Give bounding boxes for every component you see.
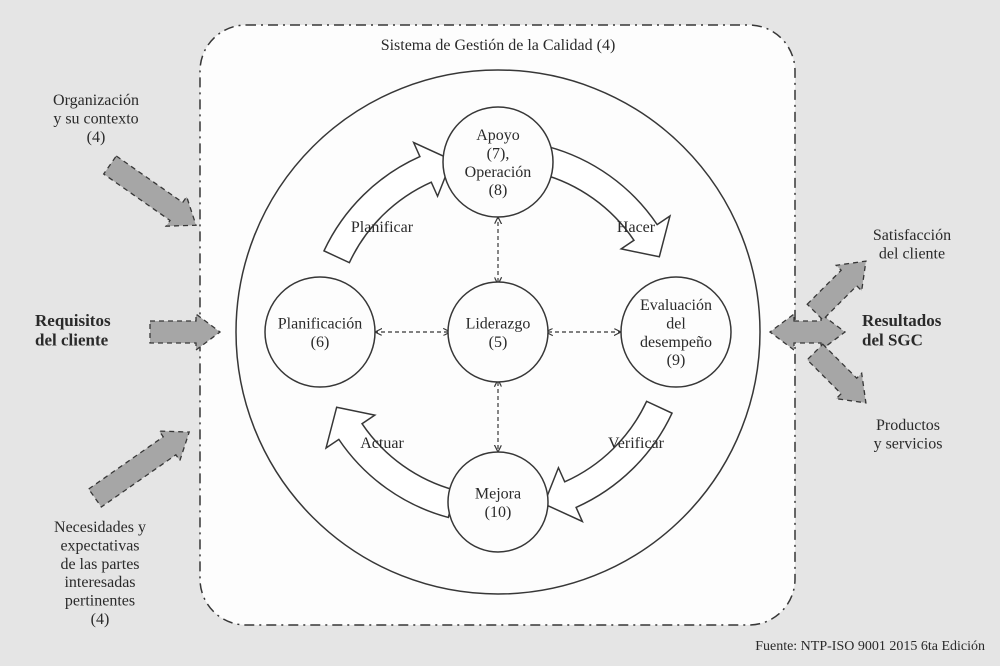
arrow-out-prod: [802, 339, 878, 415]
label-res: Resultadosdel SGC: [862, 311, 942, 350]
label-do: Hacer: [617, 219, 656, 236]
label-req: Requisitosdel cliente: [35, 311, 111, 350]
label-sat: Satisfaccióndel cliente: [873, 227, 951, 262]
iso9001-diagram: Sistema de Gestión de la Calidad (4) Plan…: [0, 0, 1000, 666]
label-org: Organizacióny su contexto(4): [53, 92, 139, 146]
arrow-in-org: [100, 150, 207, 240]
arrow-in-need: [85, 417, 200, 512]
source: Fuente: NTP-ISO 9001 2015 6ta Edición: [755, 639, 985, 654]
label-check: Verificar: [608, 435, 665, 452]
title: Sistema de Gestión de la Calidad (4): [381, 37, 616, 54]
label-act: Actuar: [360, 435, 404, 452]
label-need: Necesidades yexpectativasde las partesin…: [54, 519, 146, 628]
label-prod: Productosy servicios: [874, 417, 943, 452]
label-plan: Planificar: [351, 219, 414, 236]
